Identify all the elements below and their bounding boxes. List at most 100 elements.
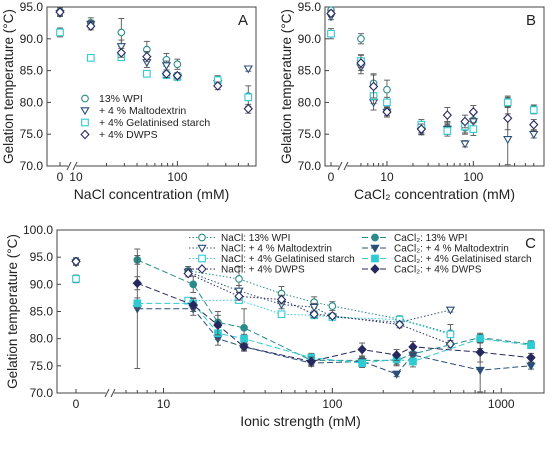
data-point [188, 300, 198, 310]
legend-marker [370, 264, 380, 274]
panel-label: C [525, 235, 536, 252]
data-point [442, 110, 453, 121]
plot-frame [324, 6, 545, 167]
panel-label: B [526, 12, 536, 29]
series [326, 8, 539, 135]
y-tick-label: 85.0 [298, 64, 322, 78]
data-point [382, 107, 392, 117]
y-axis-label: Gelation temperature (°C) [1, 9, 16, 164]
data-point [240, 334, 248, 343]
y-tick-label: 70.0 [20, 159, 44, 173]
y-tick-label: 85.0 [20, 64, 44, 78]
data-point [529, 106, 538, 114]
data-point [243, 103, 253, 114]
legend-label: CaCl₂: + 4 % Maltodextrin [394, 244, 509, 255]
data-point [173, 60, 182, 69]
data-point [309, 303, 319, 312]
series-line [137, 308, 532, 375]
data-point [244, 93, 253, 102]
axis-break-gap [68, 162, 76, 170]
series-line [188, 299, 451, 335]
x-tick-label: 10 [69, 170, 83, 184]
data-point [357, 344, 367, 355]
data-point [460, 116, 470, 127]
data-point [443, 127, 452, 135]
y-tick-label: 70.0 [298, 159, 322, 173]
legend-label: NaCl: + 4% DWPS [221, 265, 305, 276]
data-point [116, 47, 126, 58]
data-point [71, 256, 81, 267]
data-point [235, 275, 243, 283]
axis-break-mark [343, 161, 349, 171]
data-point [239, 341, 249, 352]
data-point [161, 68, 172, 79]
x-tick-label: 10 [380, 170, 394, 184]
x-tick-label: 100 [322, 397, 342, 411]
y-tick-label: 90.0 [30, 277, 54, 291]
data-point [391, 350, 402, 360]
data-point [327, 310, 338, 321]
data-point [476, 334, 485, 343]
legend-item: CaCl₂: + 4% Gelatinised starch [362, 254, 532, 265]
legend-marker [371, 233, 379, 242]
legend-item: + 4% Gelatinised starch [81, 117, 210, 129]
legend-label: 13% WPI [99, 93, 143, 105]
data-point [172, 70, 183, 81]
series [183, 268, 456, 328]
legend-marker [371, 254, 379, 263]
data-point [276, 294, 287, 305]
data-point [143, 69, 151, 78]
legend-label: NaCl: + 4% Gelatinised starch [221, 254, 355, 265]
legend-label: NaCl: 13% WPI [221, 233, 290, 244]
data-point [55, 7, 65, 17]
series [55, 9, 253, 89]
y-tick-label: 90.0 [298, 32, 322, 46]
legend-marker [370, 244, 380, 253]
data-point [408, 341, 418, 352]
data-point [409, 357, 417, 366]
y-tick-label: 90.0 [20, 32, 44, 46]
chart-panel-c: 70.0 75.0 80.0 85.0 90.0 95.0 100.0 0 10 100 1000 G… [5, 223, 545, 429]
data-point [358, 359, 366, 367]
y-tick-label: 75.0 [20, 127, 44, 141]
axis-break-mark [72, 161, 78, 171]
legend-marker [80, 107, 90, 116]
data-point [445, 306, 456, 315]
data-point [468, 107, 479, 117]
x-tick-label: 0 [57, 170, 64, 184]
legend-item: NaCl: 13% WPI [189, 233, 290, 244]
data-point [357, 34, 365, 43]
series-line [187, 271, 451, 323]
legend-marker [81, 94, 89, 103]
x-tick-label: 100 [167, 170, 187, 184]
data-point [446, 330, 455, 339]
series-line [137, 302, 532, 364]
x-tick-label: 0 [73, 397, 80, 411]
x-tick-label: 100 [463, 170, 483, 184]
data-point [116, 43, 126, 52]
data-point [56, 28, 64, 37]
series [56, 7, 253, 107]
y-tick-label: 85.0 [30, 305, 54, 319]
data-point [309, 309, 319, 320]
legend-item: CaCl₂: 13% WPI [362, 233, 467, 244]
series [56, 27, 253, 102]
axis-break-mark [66, 161, 72, 171]
data-point [328, 302, 337, 310]
data-point [445, 339, 456, 349]
legend-marker [198, 233, 206, 242]
series [72, 274, 80, 284]
axis-break-mark [110, 388, 116, 398]
data-point [475, 347, 485, 358]
data-point [72, 275, 80, 283]
x-axis-label: CaCl₂ concentration (mM) [354, 186, 515, 202]
data-point [460, 140, 470, 149]
legend: 13% WPI+ 4 % Maltodextrin+ 4% Gelatinise… [80, 93, 210, 141]
y-axis-label: Gelation temperature (°C) [5, 234, 20, 389]
legend-marker [81, 118, 89, 127]
plot-frame [46, 6, 257, 167]
y-tick-label: 95.0 [30, 250, 54, 264]
y-tick-label: 80.0 [298, 95, 322, 109]
data-point [503, 113, 513, 124]
